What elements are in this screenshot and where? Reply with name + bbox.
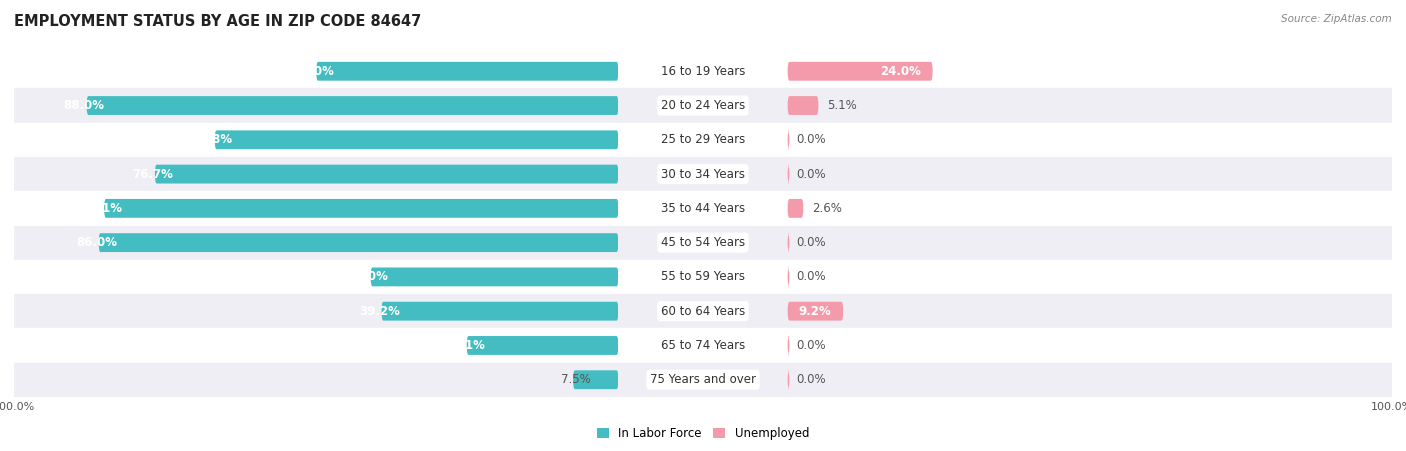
FancyBboxPatch shape bbox=[574, 370, 619, 389]
Bar bbox=[787, 157, 1392, 191]
Bar bbox=[14, 88, 619, 123]
FancyBboxPatch shape bbox=[381, 302, 619, 321]
Text: 0.0%: 0.0% bbox=[797, 373, 827, 386]
Text: 0.0%: 0.0% bbox=[797, 133, 827, 146]
Bar bbox=[619, 191, 787, 226]
Text: 75 Years and over: 75 Years and over bbox=[650, 373, 756, 386]
FancyBboxPatch shape bbox=[787, 96, 818, 115]
Bar bbox=[619, 88, 787, 123]
Bar bbox=[787, 191, 1392, 226]
Bar bbox=[14, 363, 619, 397]
Bar bbox=[619, 294, 787, 328]
Legend: In Labor Force, Unemployed: In Labor Force, Unemployed bbox=[592, 423, 814, 445]
Text: 24.0%: 24.0% bbox=[880, 65, 921, 78]
Text: 0.0%: 0.0% bbox=[797, 168, 827, 180]
Bar bbox=[14, 260, 619, 294]
Text: 9.2%: 9.2% bbox=[799, 305, 831, 318]
Bar bbox=[787, 88, 1392, 123]
FancyBboxPatch shape bbox=[787, 130, 789, 149]
Text: 65 to 74 Years: 65 to 74 Years bbox=[661, 339, 745, 352]
Text: 60 to 64 Years: 60 to 64 Years bbox=[661, 305, 745, 318]
Text: 7.5%: 7.5% bbox=[561, 373, 591, 386]
Text: 30 to 34 Years: 30 to 34 Years bbox=[661, 168, 745, 180]
FancyBboxPatch shape bbox=[316, 62, 619, 81]
Text: 25 to 29 Years: 25 to 29 Years bbox=[661, 133, 745, 146]
Bar bbox=[787, 226, 1392, 260]
Text: 35 to 44 Years: 35 to 44 Years bbox=[661, 202, 745, 215]
FancyBboxPatch shape bbox=[155, 165, 619, 184]
Bar bbox=[787, 328, 1392, 363]
Bar bbox=[619, 123, 787, 157]
Bar bbox=[787, 123, 1392, 157]
FancyBboxPatch shape bbox=[787, 233, 789, 252]
Text: 2.6%: 2.6% bbox=[813, 202, 842, 215]
Bar bbox=[787, 294, 1392, 328]
Text: 50.0%: 50.0% bbox=[294, 65, 335, 78]
Bar bbox=[619, 54, 787, 88]
Bar bbox=[787, 363, 1392, 397]
Bar bbox=[787, 54, 1392, 88]
Bar bbox=[787, 260, 1392, 294]
Text: 5.1%: 5.1% bbox=[828, 99, 858, 112]
Text: 66.8%: 66.8% bbox=[191, 133, 233, 146]
Text: Source: ZipAtlas.com: Source: ZipAtlas.com bbox=[1281, 14, 1392, 23]
Bar bbox=[619, 226, 787, 260]
Text: 88.0%: 88.0% bbox=[63, 99, 104, 112]
Text: 16 to 19 Years: 16 to 19 Years bbox=[661, 65, 745, 78]
FancyBboxPatch shape bbox=[215, 130, 619, 149]
FancyBboxPatch shape bbox=[371, 267, 619, 286]
FancyBboxPatch shape bbox=[787, 370, 789, 389]
Bar bbox=[14, 328, 619, 363]
FancyBboxPatch shape bbox=[787, 267, 789, 286]
Bar bbox=[619, 260, 787, 294]
Bar bbox=[619, 363, 787, 397]
FancyBboxPatch shape bbox=[787, 62, 932, 81]
Bar bbox=[14, 123, 619, 157]
Text: 85.1%: 85.1% bbox=[82, 202, 122, 215]
Text: 20 to 24 Years: 20 to 24 Years bbox=[661, 99, 745, 112]
Text: 41.0%: 41.0% bbox=[347, 271, 388, 283]
Text: 45 to 54 Years: 45 to 54 Years bbox=[661, 236, 745, 249]
Text: 86.0%: 86.0% bbox=[76, 236, 117, 249]
Text: EMPLOYMENT STATUS BY AGE IN ZIP CODE 84647: EMPLOYMENT STATUS BY AGE IN ZIP CODE 846… bbox=[14, 14, 422, 28]
FancyBboxPatch shape bbox=[104, 199, 619, 218]
Text: 76.7%: 76.7% bbox=[132, 168, 173, 180]
FancyBboxPatch shape bbox=[787, 302, 844, 321]
FancyBboxPatch shape bbox=[787, 165, 789, 184]
FancyBboxPatch shape bbox=[787, 336, 789, 355]
Text: 0.0%: 0.0% bbox=[797, 339, 827, 352]
Text: 25.1%: 25.1% bbox=[444, 339, 485, 352]
Text: 0.0%: 0.0% bbox=[797, 271, 827, 283]
FancyBboxPatch shape bbox=[98, 233, 619, 252]
Bar bbox=[14, 191, 619, 226]
Text: 39.2%: 39.2% bbox=[359, 305, 399, 318]
Bar bbox=[619, 328, 787, 363]
Bar bbox=[619, 157, 787, 191]
Bar bbox=[14, 294, 619, 328]
Bar bbox=[14, 226, 619, 260]
Text: 55 to 59 Years: 55 to 59 Years bbox=[661, 271, 745, 283]
FancyBboxPatch shape bbox=[87, 96, 619, 115]
Bar bbox=[14, 157, 619, 191]
FancyBboxPatch shape bbox=[467, 336, 619, 355]
Bar bbox=[14, 54, 619, 88]
FancyBboxPatch shape bbox=[787, 199, 803, 218]
Text: 0.0%: 0.0% bbox=[797, 236, 827, 249]
